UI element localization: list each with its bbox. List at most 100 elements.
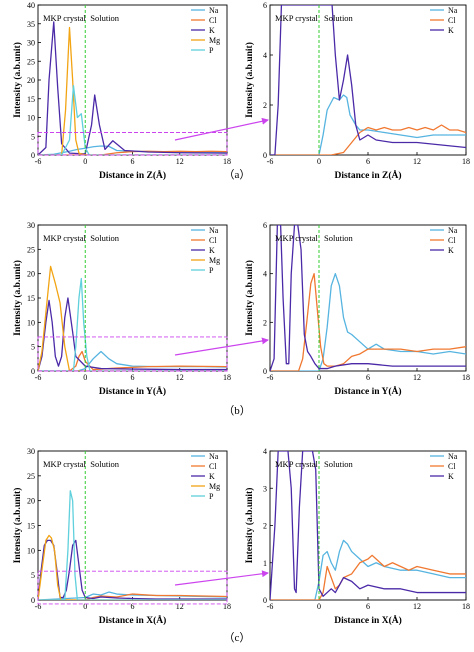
series-line-p — [38, 490, 227, 600]
plot-frame — [37, 224, 228, 372]
annotation-solution: Solution — [90, 459, 120, 469]
panel-caption: （a） — [224, 168, 251, 181]
y-tick-label: 5 — [31, 132, 35, 141]
y-tick-label: 30 — [27, 221, 35, 230]
y-tick-label: 2 — [263, 318, 267, 327]
y-tick-label: 15 — [27, 95, 35, 104]
series-line-cl — [270, 273, 466, 371]
x-tick-label: 18 — [462, 373, 470, 382]
x-tick-label: -6 — [267, 373, 274, 382]
legend-label-mg: Mg — [209, 482, 220, 491]
y-axis-title: Intensity (a.b.unit) — [244, 42, 255, 118]
annotation-crystal: MKP crystal — [275, 13, 319, 23]
series-line-k — [270, 5, 466, 155]
zoom-arrow — [174, 117, 269, 141]
x-tick-label: -6 — [35, 602, 42, 611]
y-tick-label: 0 — [263, 151, 267, 160]
y-tick-label: 5 — [31, 343, 35, 352]
y-tick-label: 30 — [27, 39, 35, 48]
legend-label-k: K — [209, 246, 215, 255]
legend-label-k: K — [448, 26, 454, 35]
series-line-mg — [38, 534, 227, 600]
series-line-cl — [270, 124, 466, 155]
x-axis-title: Distance in Z(Å) — [99, 169, 166, 181]
legend-label-na: Na — [209, 6, 219, 15]
y-tick-label: 25 — [27, 472, 35, 481]
series-line-cl — [38, 150, 227, 155]
annotation-crystal: MKP crystal — [275, 459, 319, 469]
y-tick-label: 4 — [263, 447, 267, 456]
x-tick-label: 6 — [131, 157, 135, 166]
legend-label-mg: Mg — [209, 36, 220, 45]
x-tick-label: 12 — [413, 157, 421, 166]
x-tick-label: 0 — [317, 602, 321, 611]
x-tick-label: 0 — [83, 373, 87, 382]
series-line-p — [38, 84, 227, 155]
legend-label-k: K — [209, 26, 215, 35]
y-tick-label: 4 — [263, 51, 267, 60]
x-tick-label: 6 — [366, 373, 370, 382]
x-tick-label: 6 — [366, 602, 370, 611]
x-tick-label: -6 — [35, 373, 42, 382]
legend-label-na: Na — [448, 6, 458, 15]
x-axis-title: Distance in Y(Å) — [334, 385, 401, 397]
x-tick-label: 0 — [317, 157, 321, 166]
plot-frame — [269, 4, 467, 156]
y-tick-label: 20 — [27, 270, 35, 279]
y-tick-label: 20 — [27, 497, 35, 506]
legend-label-p: P — [209, 46, 214, 55]
series-line-k — [38, 297, 227, 371]
legend-label-na: Na — [209, 452, 219, 461]
legend-label-cl: Cl — [209, 236, 217, 245]
series-line-p — [38, 277, 227, 371]
x-tick-label: 12 — [176, 373, 184, 382]
x-tick-label: 18 — [462, 157, 470, 166]
x-axis-title: Distance in Z(Å) — [334, 169, 401, 181]
zoom-arrow — [174, 570, 269, 586]
y-axis-title: Intensity (a.b.unit) — [12, 488, 23, 564]
x-tick-label: 12 — [413, 373, 421, 382]
x-tick-label: 18 — [462, 602, 470, 611]
zoom-arrow — [174, 337, 269, 356]
x-tick-label: 0 — [83, 602, 87, 611]
y-tick-label: 3 — [263, 484, 267, 493]
y-tick-label: 25 — [27, 57, 35, 66]
x-tick-label: 6 — [131, 602, 135, 611]
legend-label-p: P — [209, 266, 214, 275]
y-tick-label: 1 — [263, 559, 267, 568]
y-axis-title: Intensity (a.b.unit) — [244, 260, 255, 336]
zoom-region-box — [37, 570, 228, 605]
y-tick-label: 4 — [263, 270, 267, 279]
legend-label-p: P — [209, 492, 214, 501]
x-tick-label: 18 — [223, 157, 231, 166]
annotation-crystal: MKP crystal — [43, 233, 87, 243]
y-tick-label: 10 — [27, 318, 35, 327]
x-tick-label: -6 — [35, 157, 42, 166]
legend-label-cl: Cl — [448, 16, 456, 25]
x-tick-label: 12 — [176, 157, 184, 166]
y-axis-title: Intensity (a.b.unit) — [12, 260, 23, 336]
annotation-crystal: MKP crystal — [43, 459, 87, 469]
x-tick-label: 0 — [317, 373, 321, 382]
zoom-region-box — [37, 336, 228, 372]
y-tick-label: 10 — [27, 546, 35, 555]
y-tick-label: 5 — [31, 571, 35, 580]
y-axis-title: Intensity (a.b.unit) — [12, 42, 23, 118]
series-line-k — [38, 539, 227, 600]
y-tick-label: 0 — [263, 367, 267, 376]
y-axis-title: Intensity (a.b.unit) — [244, 488, 255, 564]
x-tick-label: -6 — [267, 157, 274, 166]
legend-label-cl: Cl — [209, 16, 217, 25]
y-tick-label: 0 — [31, 367, 35, 376]
series-line-k — [38, 21, 227, 155]
y-tick-label: 15 — [27, 294, 35, 303]
x-axis-title: Distance in Y(Å) — [99, 385, 166, 397]
y-tick-label: 30 — [27, 447, 35, 456]
annotation-crystal: MKP crystal — [275, 233, 319, 243]
y-tick-label: 6 — [263, 221, 267, 230]
